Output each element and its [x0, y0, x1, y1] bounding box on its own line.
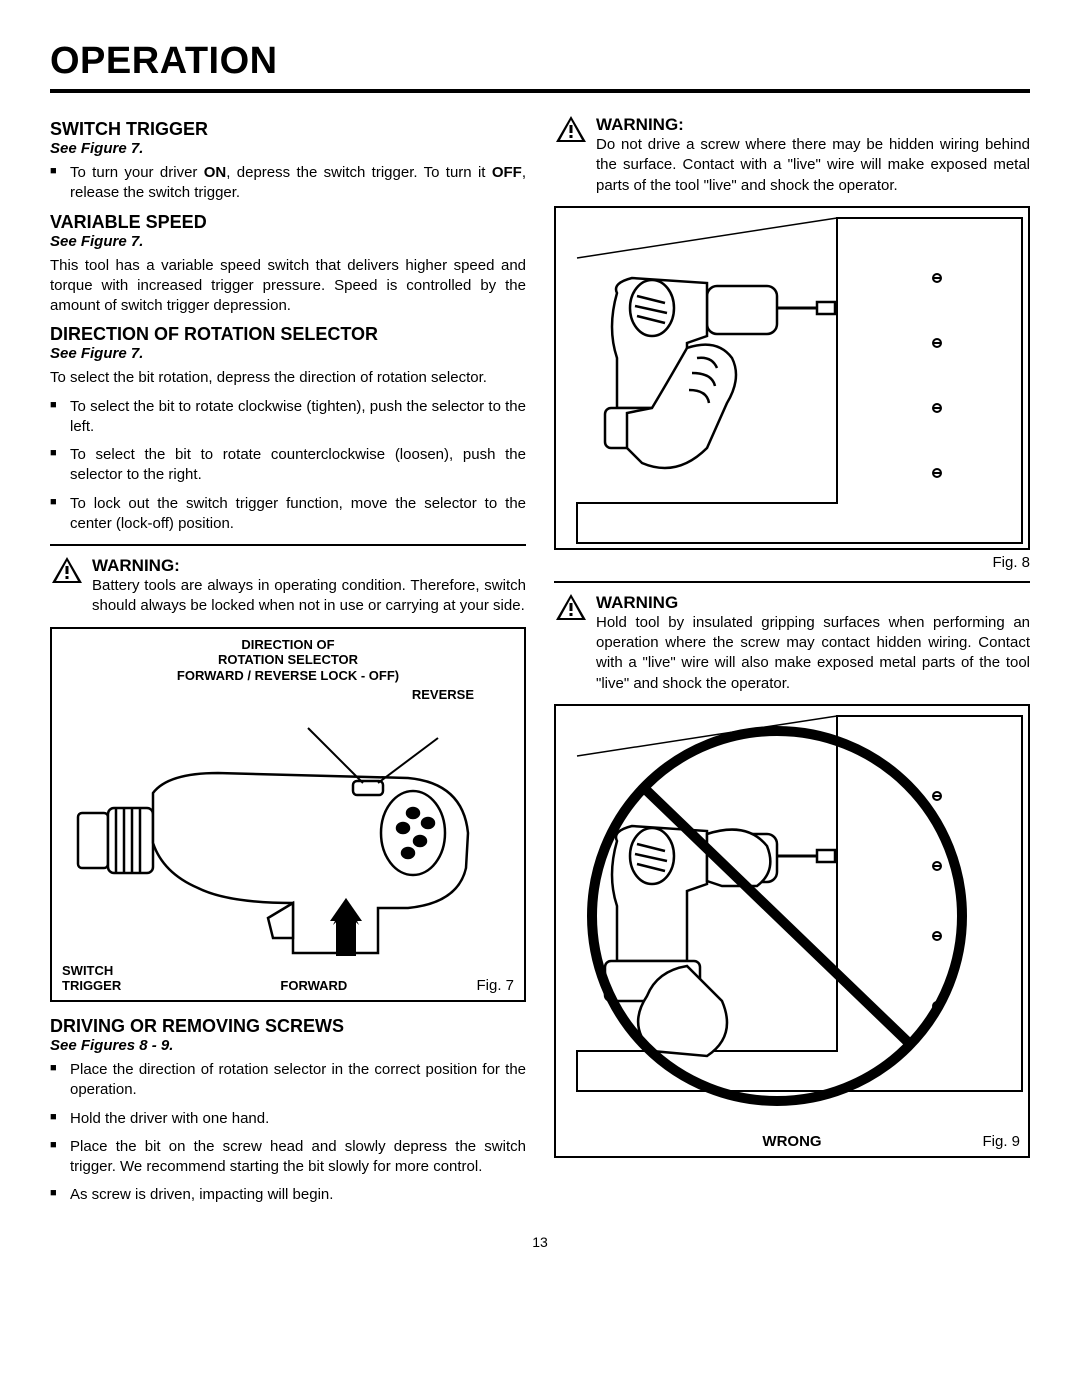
fig8-number: Fig. 8	[554, 554, 1030, 571]
warning-title: WARNING:	[92, 556, 526, 576]
list-item: To lock out the switch trigger function,…	[50, 494, 526, 535]
warning-icon	[554, 115, 588, 145]
warning-icon	[554, 593, 588, 623]
divider	[50, 544, 526, 546]
warning-text: Hold tool by insulated gripping surfaces…	[596, 613, 1030, 694]
direction-list: To select the bit to rotate clockwise (t…	[50, 397, 526, 535]
driving-list: Place the direction of rotation selector…	[50, 1060, 526, 1206]
list-item: Hold the driver with one hand.	[50, 1109, 526, 1129]
see-figure-ref: See Figure 7.	[50, 345, 526, 362]
fig9-number: Fig. 9	[982, 1133, 1020, 1150]
fig7-drill-illustration	[62, 703, 514, 963]
list-item: To turn your driver ON, depress the swit…	[50, 163, 526, 204]
direction-intro: To select the bit rotation, depress the …	[50, 368, 526, 388]
page-number: 13	[50, 1234, 1030, 1250]
fig7-reverse-label: REVERSE	[62, 687, 514, 703]
see-figure-ref: See Figure 7.	[50, 233, 526, 250]
warning-text: Battery tools are always in operating co…	[92, 576, 526, 617]
fig7-callout-top: DIRECTION OF ROTATION SELECTOR FORWARD /…	[62, 637, 514, 684]
list-item: To select the bit to rotate clockwise (t…	[50, 397, 526, 438]
fig9-wrong-label: WRONG	[762, 1133, 821, 1150]
fig7-forward-label: FORWARD	[280, 978, 347, 994]
page-title: OPERATION	[50, 40, 1030, 93]
see-figure-ref: See Figures 8 - 9.	[50, 1037, 526, 1054]
content-columns: SWITCH TRIGGER See Figure 7. To turn you…	[50, 111, 1030, 1214]
warning-icon	[50, 556, 84, 586]
variable-speed-text: This tool has a variable speed switch th…	[50, 256, 526, 317]
fig7-number: Fig. 7	[476, 977, 514, 994]
direction-heading: DIRECTION OF ROTATION SELECTOR	[50, 324, 526, 345]
warning-block: WARNING: Battery tools are always in ope…	[50, 556, 526, 617]
figure-9: WRONG Fig. 9	[554, 704, 1030, 1158]
list-item: Place the direction of rotation selector…	[50, 1060, 526, 1101]
right-column: WARNING: Do not drive a screw where ther…	[554, 111, 1030, 1214]
list-item: As screw is driven, impacting will begin…	[50, 1185, 526, 1205]
see-figure-ref: See Figure 7.	[50, 140, 526, 157]
switch-trigger-list: To turn your driver ON, depress the swit…	[50, 163, 526, 204]
fig8-illustration	[556, 208, 1028, 548]
warning-text: Do not drive a screw where there may be …	[596, 135, 1030, 196]
fig9-illustration	[556, 706, 1028, 1126]
warning-block: WARNING Hold tool by insulated gripping …	[554, 593, 1030, 694]
figure-8	[554, 206, 1030, 550]
switch-trigger-heading: SWITCH TRIGGER	[50, 119, 526, 140]
list-item: Place the bit on the screw head and slow…	[50, 1137, 526, 1178]
warning-block: WARNING: Do not drive a screw where ther…	[554, 115, 1030, 196]
warning-title: WARNING	[596, 593, 1030, 613]
fig7-switch-trigger-label: SWITCHTRIGGER	[62, 963, 121, 994]
warning-title: WARNING:	[596, 115, 1030, 135]
divider	[554, 581, 1030, 583]
list-item: To select the bit to rotate counterclock…	[50, 445, 526, 486]
variable-speed-heading: VARIABLE SPEED	[50, 212, 526, 233]
left-column: SWITCH TRIGGER See Figure 7. To turn you…	[50, 111, 526, 1214]
figure-7: DIRECTION OF ROTATION SELECTOR FORWARD /…	[50, 627, 526, 1003]
driving-heading: DRIVING OR REMOVING SCREWS	[50, 1016, 526, 1037]
